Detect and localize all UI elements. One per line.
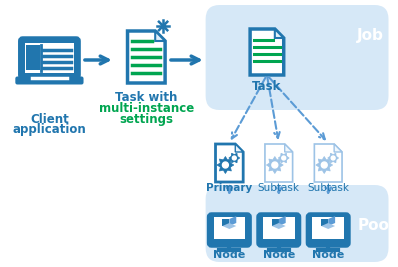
FancyBboxPatch shape xyxy=(15,77,84,84)
Polygon shape xyxy=(279,216,286,226)
Polygon shape xyxy=(285,144,293,152)
Polygon shape xyxy=(272,162,278,168)
FancyBboxPatch shape xyxy=(209,214,250,246)
Polygon shape xyxy=(334,144,342,152)
Polygon shape xyxy=(222,223,236,229)
Polygon shape xyxy=(314,144,342,182)
Polygon shape xyxy=(235,144,243,152)
Text: Client: Client xyxy=(30,113,69,126)
Polygon shape xyxy=(250,29,284,75)
FancyBboxPatch shape xyxy=(214,217,245,239)
FancyBboxPatch shape xyxy=(26,45,39,70)
Text: Pool: Pool xyxy=(357,218,394,233)
Text: Primary: Primary xyxy=(206,183,252,193)
Text: settings: settings xyxy=(119,113,173,126)
Polygon shape xyxy=(275,29,284,38)
FancyBboxPatch shape xyxy=(25,43,74,73)
FancyBboxPatch shape xyxy=(263,217,295,239)
Polygon shape xyxy=(328,153,339,163)
Text: Task: Task xyxy=(252,80,282,93)
Polygon shape xyxy=(222,162,228,168)
Polygon shape xyxy=(229,153,240,163)
Polygon shape xyxy=(272,219,279,226)
Text: multi-instance: multi-instance xyxy=(99,102,194,115)
Polygon shape xyxy=(217,156,234,174)
Polygon shape xyxy=(266,156,283,174)
Polygon shape xyxy=(232,156,236,160)
FancyBboxPatch shape xyxy=(312,217,344,239)
Polygon shape xyxy=(215,144,243,182)
Polygon shape xyxy=(127,31,165,83)
Polygon shape xyxy=(316,156,333,174)
FancyBboxPatch shape xyxy=(20,38,79,78)
Polygon shape xyxy=(282,156,286,160)
Polygon shape xyxy=(321,219,328,226)
Polygon shape xyxy=(272,223,286,229)
Polygon shape xyxy=(222,219,229,226)
Text: Node: Node xyxy=(312,250,344,260)
Text: Task with: Task with xyxy=(115,91,178,104)
FancyBboxPatch shape xyxy=(258,214,300,246)
Text: Node: Node xyxy=(263,250,295,260)
Polygon shape xyxy=(321,223,335,229)
Text: Job: Job xyxy=(357,28,384,43)
FancyBboxPatch shape xyxy=(206,5,388,110)
Polygon shape xyxy=(331,156,335,160)
Polygon shape xyxy=(229,216,236,226)
FancyBboxPatch shape xyxy=(307,214,349,246)
Polygon shape xyxy=(321,162,327,168)
Text: Subtask: Subtask xyxy=(258,183,300,193)
FancyBboxPatch shape xyxy=(206,185,388,262)
Polygon shape xyxy=(278,153,289,163)
Text: Node: Node xyxy=(213,250,246,260)
Polygon shape xyxy=(155,31,165,41)
Text: Subtask: Subtask xyxy=(307,183,349,193)
Polygon shape xyxy=(328,216,335,226)
Polygon shape xyxy=(265,144,293,182)
Text: application: application xyxy=(13,123,86,136)
